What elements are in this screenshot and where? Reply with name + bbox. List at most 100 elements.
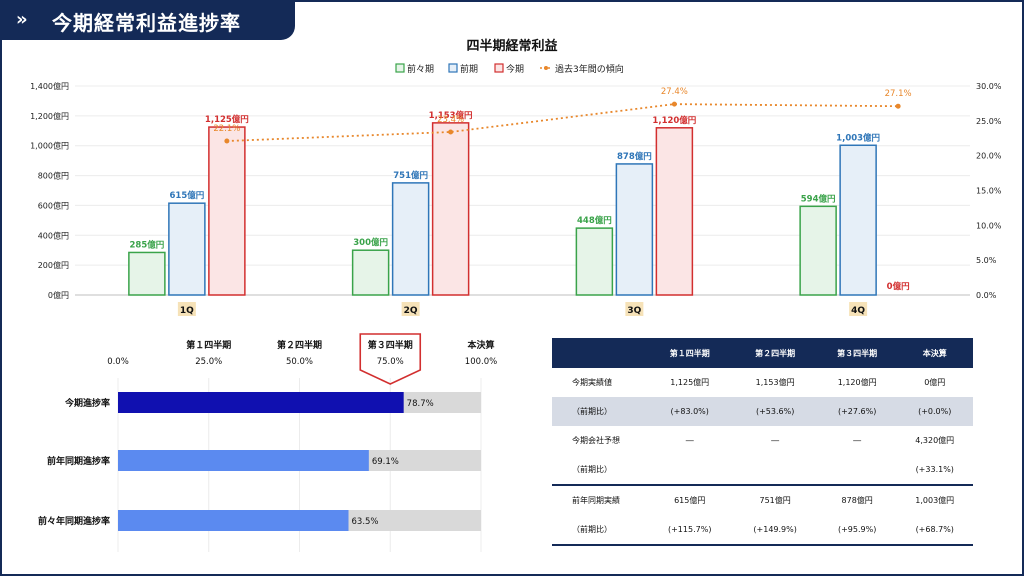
y-left-tick-label: 1,400億円 [30,81,69,91]
trend-data-label: 27.4% [661,87,688,97]
bar-category-label: 前年同期進捗率 [47,455,110,467]
bar-data-label: 1,153億円 [429,110,473,121]
table-cell: (+115.7%) [647,515,733,546]
bar [118,392,404,413]
table-header-cell: 第２四半期 [732,338,818,368]
bar [839,144,877,296]
results-table: 第１四半期 第２四半期 第３四半期 本決算 今期実績値 1,125億円 1,15… [552,338,973,546]
bar [118,450,369,471]
y-left-tick-label: 0億円 [48,290,69,300]
bar-data-label: 1,003億円 [836,132,880,143]
bar [208,126,246,296]
trend-point [671,101,677,107]
x-tick-label: 0.0% [107,357,129,367]
y-right-tick-label: 20.0% [976,152,1002,161]
bar [351,249,390,296]
bar-data-label: 448億円 [577,215,612,226]
category-label-bg [401,302,420,316]
y-right-tick-label: 0.0% [976,291,997,300]
table-cell: (+27.6%) [817,397,897,426]
trend-point [224,138,230,144]
milestone-label: 第３四半期 [368,339,413,351]
milestone-label: 第２四半期 [277,339,322,351]
highlight-marker [359,333,422,385]
table-cell: 878億円 [817,484,897,515]
bar [391,182,430,296]
bar [799,205,837,296]
bar [128,251,166,296]
bar-data-label: 78.7% [407,399,434,409]
table-cell: (+0.0%) [896,397,973,426]
table-header-cell: 第３四半期 [817,338,897,368]
trend-data-label: 27.1% [885,89,912,99]
x-tick-label: 2Q [404,306,418,316]
table-row: （前期比） (+33.1%) [552,455,973,485]
table-cell [647,455,732,485]
bar-data-label: 1,125億円 [205,114,249,125]
double-chevron-icon: » [16,9,28,30]
category-label-bg [177,302,196,316]
table-row: 今期会社予想 ― ― ― 4,320億円 [552,426,973,455]
bar [615,163,654,296]
y-left-tick-label: 800億円 [38,171,69,181]
row-label: 前年同期実績 [552,484,647,515]
table-cell: 615億円 [647,484,733,515]
row-label: 今期実績値 [572,378,612,387]
row-label: 今期会社予想 [572,436,620,445]
table-cell: (+53.6%) [732,397,818,426]
legend-label: 過去3年間の傾向 [555,63,624,75]
table-header-row: 第１四半期 第２四半期 第３四半期 本決算 [552,338,973,368]
milestone-label: 本決算 [467,339,494,351]
bar-data-label: 0億円 [887,281,910,292]
y-right-tick-label: 15.0% [976,187,1002,196]
bar-data-label: 751億円 [393,170,428,181]
x-tick-label: 1Q [180,306,194,316]
y-right-tick-label: 25.0% [976,117,1002,126]
legend-swatch [494,63,504,73]
quarterly-profit-chart: 四半期経常利益 0億円 200億円 400億円 600億円 800億円 1,000億円 1,… [30,38,1002,316]
bar [118,510,349,531]
table-row: 前年同期実績 615億円 751億円 878億円 1,003億円 [552,484,973,515]
table-cell: ― [771,436,780,445]
table-cell: 1,153億円 [755,378,795,387]
table-cell: ― [853,436,862,445]
table-cell: (+95.9%) [817,515,897,546]
trend-data-label: 23.4% [437,115,464,125]
table-cell: (+33.1%) [915,465,954,474]
table-cell: 4,320億円 [915,436,955,445]
legend-marker [544,66,548,70]
y-right-tick-label: 30.0% [976,82,1002,91]
x-tick-label: 75.0% [377,357,404,367]
table-cell: 0億円 [924,378,946,387]
page-title: 今期経常利益進捗率 [52,11,241,35]
category-label-bg [849,302,868,316]
bar-data-label: 63.5% [352,517,379,527]
table-cell: 1,125億円 [670,378,710,387]
legend-swatch [448,63,458,73]
y-right-tick-label: 10.0% [976,221,1002,230]
table-cell: 1,120億円 [837,378,877,387]
trend-data-label: 22.1% [213,124,240,134]
chart-title: 四半期経常利益 [466,38,557,54]
progress-rate-chart: 0.0% 25.0% 第１四半期 50.0% 第２四半期 75.0% 第３四半期 100.0%… [38,333,497,552]
legend-label: 前々期 [407,63,434,75]
bar-data-label: 300億円 [353,237,388,248]
bar-category-label: 前々年同期進捗率 [38,515,110,527]
milestone-label: 第１四半期 [186,339,231,351]
legend-label: 今期 [506,63,524,75]
bar [655,127,694,296]
bar-data-label: 285億円 [130,239,165,250]
row-label: （前期比） [552,397,647,426]
row-label: （前期比） [572,465,612,474]
y-right-tick-label: 5.0% [976,256,997,265]
table-cell: ― [685,436,694,445]
bar-data-label: 594億円 [801,193,836,204]
bar [575,227,614,296]
row-label: （前期比） [552,515,647,546]
legend-label: 前期 [460,63,478,75]
bar [168,202,206,296]
table-row: （前期比） (+115.7%) (+149.9%) (+95.9%) (+68.… [552,515,973,546]
bar-data-label: 615億円 [170,190,205,201]
table-cell [732,455,817,485]
x-tick-label: 100.0% [465,357,497,367]
